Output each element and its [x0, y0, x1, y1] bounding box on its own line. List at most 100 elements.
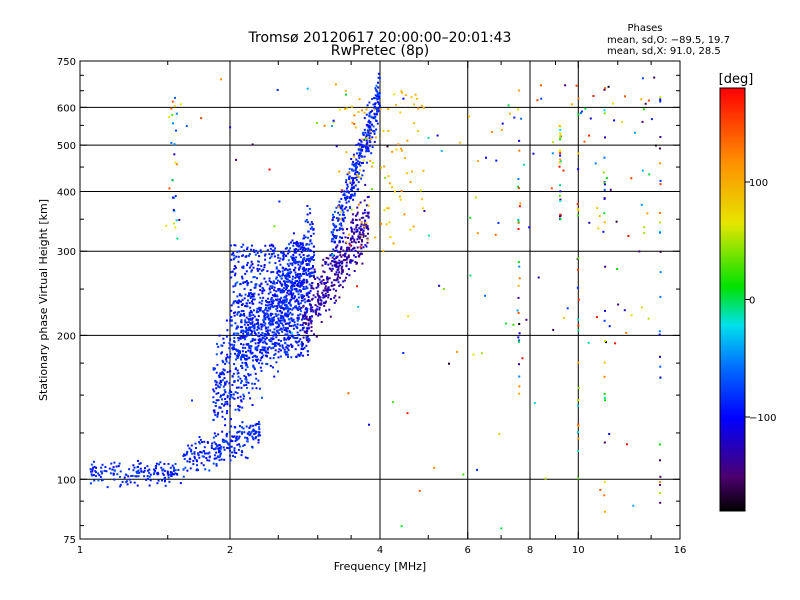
echo-point-x-mode	[389, 236, 392, 239]
echo-point-o-mode	[256, 423, 259, 425]
echo-point-o-mode	[245, 351, 247, 353]
echo-point-x-mode	[577, 152, 580, 155]
echo-point-o-mode	[241, 303, 244, 306]
echo-point-o-mode	[302, 270, 305, 273]
echo-point-o-mode	[267, 333, 270, 336]
echo-point-o-mode	[301, 246, 304, 249]
echo-point-o-mode	[271, 337, 274, 340]
echo-point-o-mode	[297, 248, 300, 251]
echo-point-o-mode	[229, 352, 232, 355]
echo-point-o-mode	[301, 249, 304, 252]
echo-point-o-mode	[300, 262, 303, 265]
echo-point-o-mode	[248, 431, 251, 433]
echo-point-o-mode	[216, 413, 219, 416]
echo-point-o-mode	[153, 468, 155, 471]
echo-point-x-mode	[659, 501, 662, 504]
echo-point-o-mode	[268, 244, 271, 247]
echo-point-o-mode	[306, 221, 309, 224]
echo-point-o-mode	[253, 331, 256, 334]
echo-point-o-mode	[281, 345, 284, 348]
echo-point-o-mode	[248, 426, 251, 429]
echo-point-o-mode	[352, 194, 355, 197]
echo-point-o-mode	[238, 300, 241, 303]
echo-point-o-mode	[159, 461, 162, 464]
echo-point-o-mode	[345, 261, 348, 264]
echo-point-o-mode	[369, 125, 372, 128]
echo-point-o-mode	[285, 255, 288, 258]
echo-point-x-mode	[400, 90, 403, 93]
echo-point-o-mode	[378, 77, 381, 80]
echo-point-o-mode	[277, 289, 280, 292]
echo-point-o-mode	[261, 325, 264, 328]
echo-point-x-mode	[495, 159, 498, 162]
echo-point-o-mode	[275, 336, 278, 339]
echo-point-o-mode	[257, 331, 260, 334]
echo-point-x-mode	[604, 399, 606, 402]
echo-point-o-mode	[252, 424, 255, 427]
echo-point-x-mode	[603, 188, 606, 191]
echo-point-o-mode	[248, 266, 251, 269]
echo-point-x-mode	[278, 200, 281, 203]
echo-point-o-mode	[243, 444, 246, 446]
echo-point-o-mode	[207, 452, 210, 455]
echo-point-o-mode	[290, 255, 293, 258]
echo-point-o-mode	[287, 271, 290, 274]
echo-point-o-mode	[118, 462, 121, 465]
echo-point-o-mode	[247, 374, 250, 377]
echo-point-o-mode	[315, 335, 318, 338]
echo-point-o-mode	[244, 456, 247, 459]
echo-point-x-mode	[399, 198, 402, 201]
echo-point-o-mode	[367, 195, 370, 198]
echo-point-o-mode	[354, 256, 357, 258]
echo-point-o-mode	[245, 280, 248, 282]
echo-point-o-mode	[365, 223, 368, 226]
echo-point-o-mode	[225, 357, 228, 360]
echo-point-o-mode	[244, 305, 247, 307]
echo-point-o-mode	[308, 339, 311, 342]
echo-point-o-mode	[275, 277, 278, 280]
echo-point-x-mode	[332, 119, 335, 122]
echo-point-o-mode	[552, 141, 555, 144]
echo-point-o-mode	[307, 257, 310, 260]
echo-point-o-mode	[269, 329, 272, 332]
echo-point-o-mode	[262, 354, 265, 357]
y-tick-label: 100	[57, 475, 76, 486]
echo-point-o-mode	[343, 193, 345, 196]
echo-point-o-mode	[347, 254, 350, 257]
echo-point-o-mode	[183, 458, 186, 460]
echo-point-o-mode	[215, 399, 218, 402]
echo-point-o-mode	[366, 241, 369, 244]
echo-point-o-mode	[368, 124, 371, 127]
echo-point-o-mode	[198, 441, 201, 444]
echo-point-o-mode	[287, 349, 290, 352]
echo-point-o-mode	[351, 176, 354, 179]
echo-point-o-mode	[337, 275, 340, 278]
echo-point-o-mode	[277, 313, 280, 316]
echo-point-o-mode	[276, 281, 278, 284]
echo-point-o-mode	[338, 223, 341, 226]
echo-point-o-mode	[266, 283, 269, 286]
echo-point-o-mode	[316, 276, 319, 279]
echo-point-o-mode	[484, 294, 486, 297]
echo-point-o-mode	[237, 302, 240, 305]
echo-point-x-mode	[598, 215, 601, 218]
echo-point-o-mode	[244, 281, 247, 283]
echo-point-x-mode	[518, 375, 521, 378]
echo-point-o-mode	[239, 315, 242, 317]
echo-point-o-mode	[299, 324, 302, 327]
echo-point-o-mode	[350, 193, 353, 196]
echo-point-o-mode	[272, 357, 275, 360]
echo-point-x-mode	[345, 107, 348, 110]
echo-point-o-mode	[230, 391, 233, 393]
echo-point-x-mode	[349, 180, 352, 183]
echo-point-o-mode	[297, 308, 300, 311]
echo-point-o-mode	[357, 241, 360, 243]
echo-point-o-mode	[128, 478, 131, 481]
echo-point-o-mode	[268, 288, 271, 291]
echo-point-o-mode	[286, 351, 289, 354]
echo-point-x-mode	[357, 111, 360, 113]
echo-point-o-mode	[303, 268, 305, 270]
echo-point-o-mode	[335, 249, 338, 252]
echo-point-x-mode	[559, 128, 562, 131]
echo-point-o-mode	[237, 375, 240, 378]
